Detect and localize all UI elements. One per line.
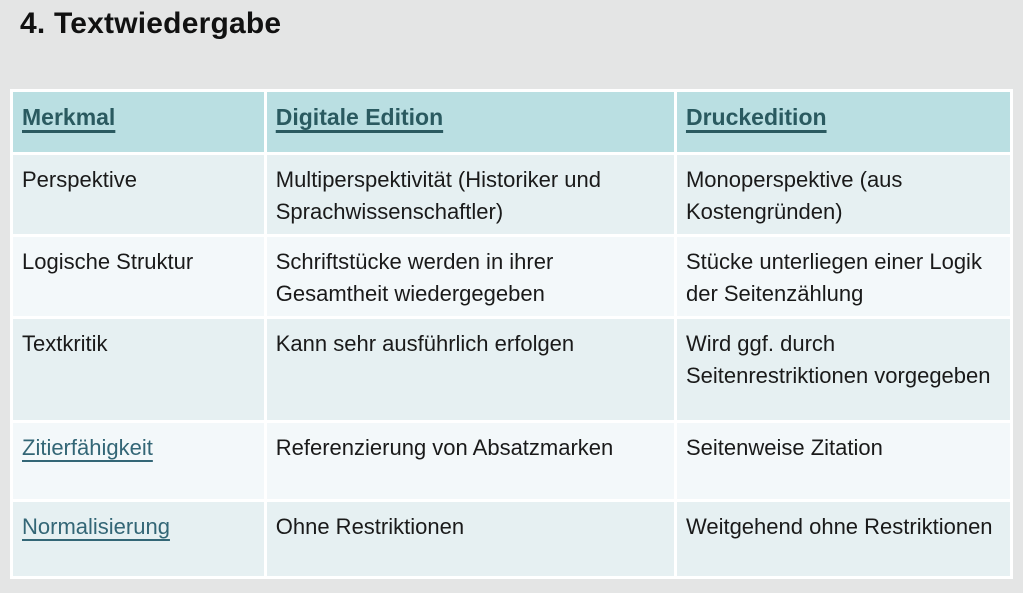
comparison-table: Merkmal Digitale Edition Druckedition Pe… bbox=[10, 89, 1013, 579]
cell-digitale-edition: Schriftstücke werden in ihrer Gesamtheit… bbox=[266, 237, 674, 316]
cell-merkmal: Logische Struktur bbox=[13, 237, 264, 316]
cell-druckedition: Stücke unterliegen einer Logik der Seite… bbox=[676, 237, 1010, 316]
table-row-textkritik: Textkritik Kann sehr ausführlich erfolge… bbox=[13, 319, 1010, 420]
cell-merkmal: Zitierfähigkeit bbox=[13, 423, 264, 499]
column-header-digitale-edition: Digitale Edition bbox=[266, 92, 674, 152]
table-row-logische-struktur: Logische Struktur Schriftstücke werden i… bbox=[13, 237, 1010, 316]
cell-merkmal: Perspektive bbox=[13, 155, 264, 234]
table-header-row: Merkmal Digitale Edition Druckedition bbox=[13, 92, 1010, 152]
link-zitierfaehigkeit[interactable]: Zitierfähigkeit bbox=[22, 435, 153, 460]
cell-digitale-edition: Kann sehr ausführlich erfolgen bbox=[266, 319, 674, 420]
cell-druckedition: Weitgehend ohne Restriktionen bbox=[676, 502, 1010, 576]
cell-digitale-edition: Referenzierung von Absatzmarken bbox=[266, 423, 674, 499]
cell-merkmal: Textkritik bbox=[13, 319, 264, 420]
cell-druckedition: Monoperspektive (aus Kostengründen) bbox=[676, 155, 1010, 234]
page-title: 4. Textwiedergabe bbox=[20, 7, 282, 40]
table-row-zitierfaehigkeit: Zitierfähigkeit Referenzierung von Absat… bbox=[13, 423, 1010, 499]
cell-druckedition: Seitenweise Zitation bbox=[676, 423, 1010, 499]
column-header-druckedition: Druckedition bbox=[676, 92, 1010, 152]
table-row-perspektive: Perspektive Multiperspektivität (Histori… bbox=[13, 155, 1010, 234]
link-normalisierung[interactable]: Normalisierung bbox=[22, 514, 170, 539]
cell-druckedition: Wird ggf. durch Seitenrestriktionen vorg… bbox=[676, 319, 1010, 420]
table-row-normalisierung: Normalisierung Ohne Restriktionen Weitge… bbox=[13, 502, 1010, 576]
column-header-merkmal: Merkmal bbox=[13, 92, 264, 152]
cell-digitale-edition: Multiperspektivität (Historiker und Spra… bbox=[266, 155, 674, 234]
cell-digitale-edition: Ohne Restriktionen bbox=[266, 502, 674, 576]
cell-merkmal: Normalisierung bbox=[13, 502, 264, 576]
